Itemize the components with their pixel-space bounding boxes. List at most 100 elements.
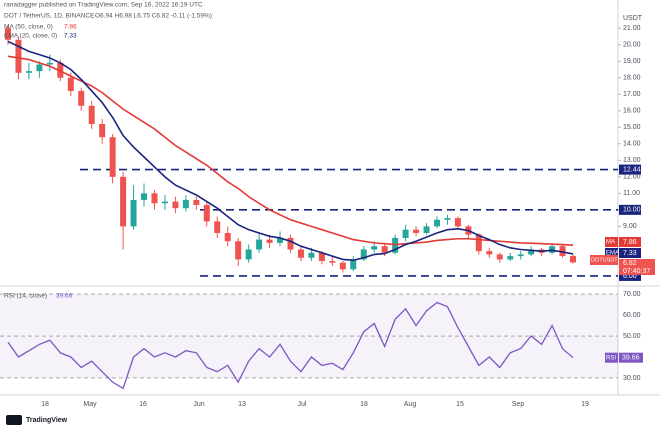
y-tick-label: 19.00 <box>623 58 641 65</box>
price-box <box>619 259 655 275</box>
x-tick-label: Jul <box>298 401 307 408</box>
rsi-tick-label: 50.00 <box>623 333 641 340</box>
y-tick-label: 9.00 <box>623 223 637 230</box>
x-tick-label: Sep <box>512 401 525 408</box>
x-tick-label: 18 <box>360 401 368 408</box>
legend-name: MA (50, close, 0) <box>4 24 53 31</box>
ma-line <box>7 40 574 262</box>
ma-tag: MA <box>606 240 615 246</box>
candle-body <box>507 256 514 260</box>
candle-body <box>287 237 294 250</box>
rsi-value-box <box>619 352 643 363</box>
candle-body <box>381 246 388 253</box>
logo-icon <box>6 415 22 425</box>
level-label: 6.00 <box>623 273 637 280</box>
y-tick-label: 17.00 <box>623 91 641 98</box>
y-tick-label: 13.00 <box>623 157 641 164</box>
y-tick-label: 12.00 <box>623 174 641 181</box>
candle-body <box>193 199 200 205</box>
price-tag: DOTUSDT <box>591 257 618 263</box>
rsi-tick-label: 60.00 <box>623 312 641 319</box>
level-tag <box>619 164 641 175</box>
y-tick-label: 15.00 <box>623 124 641 131</box>
currency: USDT <box>623 15 643 22</box>
candle-body <box>224 232 231 242</box>
ma-value-box <box>619 237 641 247</box>
candle-body <box>256 239 263 250</box>
candle-body <box>496 254 503 260</box>
y-tick-label: 11.00 <box>623 190 640 197</box>
candle-body <box>266 239 273 243</box>
candle-body <box>5 28 11 40</box>
y-tick-label: 16.00 <box>623 108 641 115</box>
legend-value: 7.86 <box>64 24 77 31</box>
candle-body <box>350 259 357 270</box>
rsi-legend: RSI (14, close) <box>4 293 47 300</box>
candle-body <box>392 237 399 253</box>
candle-body <box>245 249 252 260</box>
legend-name: EMA (20, close, 0) <box>4 33 57 40</box>
price-value: 6.82 <box>623 260 637 267</box>
candle-body <box>203 204 210 222</box>
candle-body <box>25 71 32 73</box>
candle-body <box>161 201 168 204</box>
rsi-tag: RSI <box>606 355 616 361</box>
ma-value-box <box>619 248 641 258</box>
y-tick-label: 20.00 <box>623 42 641 49</box>
x-tick-label: May <box>83 401 97 408</box>
y-tick-label: 18.00 <box>623 75 641 82</box>
publisher: ranadagger published on TradingView.com,… <box>4 2 203 9</box>
x-tick-label: Aug <box>404 401 417 408</box>
price-tag-box <box>590 255 618 265</box>
rsi-tick-label: 30.00 <box>623 375 641 382</box>
y-tick-label: 21.00 <box>623 25 641 32</box>
x-tick-label: 16 <box>139 401 147 408</box>
candle-body <box>277 237 284 243</box>
ma-tag: EMA <box>606 251 619 257</box>
symbol: DOT / TetherUS, 1D, BINANCE <box>4 13 95 20</box>
x-tick-label: 13 <box>238 401 246 408</box>
candle-body <box>570 256 576 263</box>
candle-body <box>444 218 451 220</box>
ma-tag-box <box>605 237 618 247</box>
candle-body <box>308 252 315 258</box>
candle-body <box>371 246 378 250</box>
rsi-tag-box <box>605 352 618 363</box>
countdown: 07:40:37 <box>623 268 650 275</box>
candle-body <box>141 193 148 200</box>
candle-body <box>78 90 85 106</box>
candle-body <box>433 219 440 227</box>
rsi-tick-label: 70.00 <box>623 291 641 298</box>
x-tick-label: Jun <box>193 401 204 408</box>
candle-body <box>151 193 158 204</box>
logo: TradingView <box>26 417 68 424</box>
level-tag <box>619 270 641 281</box>
level-label: 10.00 <box>623 207 641 214</box>
candle-body <box>235 241 242 260</box>
candle-body <box>454 218 461 227</box>
candle-body <box>182 199 189 209</box>
x-tick-label: 19 <box>581 401 589 408</box>
candle-body <box>36 64 43 72</box>
ma-tag-box <box>605 248 618 258</box>
candle-body <box>109 137 116 177</box>
candle-body <box>402 229 409 238</box>
rsi-line <box>7 301 574 390</box>
ohlc: O6.94 H6.98 L6.75 C6.82 -0.11 (-1.59%) <box>95 13 212 20</box>
candle-body <box>360 249 367 260</box>
x-tick-label: 15 <box>456 401 464 408</box>
candle-body <box>130 199 137 227</box>
ma-value: 7.86 <box>623 239 637 246</box>
candle-body <box>517 254 524 257</box>
candle-body <box>486 251 493 255</box>
legend-value: 7.33 <box>64 33 77 40</box>
ma-value: 7.33 <box>623 250 637 257</box>
candle-body <box>528 249 535 255</box>
candle-body <box>99 123 106 138</box>
ma-line <box>7 55 574 247</box>
candle-body <box>88 105 95 124</box>
candle-body <box>67 77 74 91</box>
candle-body <box>549 246 556 253</box>
